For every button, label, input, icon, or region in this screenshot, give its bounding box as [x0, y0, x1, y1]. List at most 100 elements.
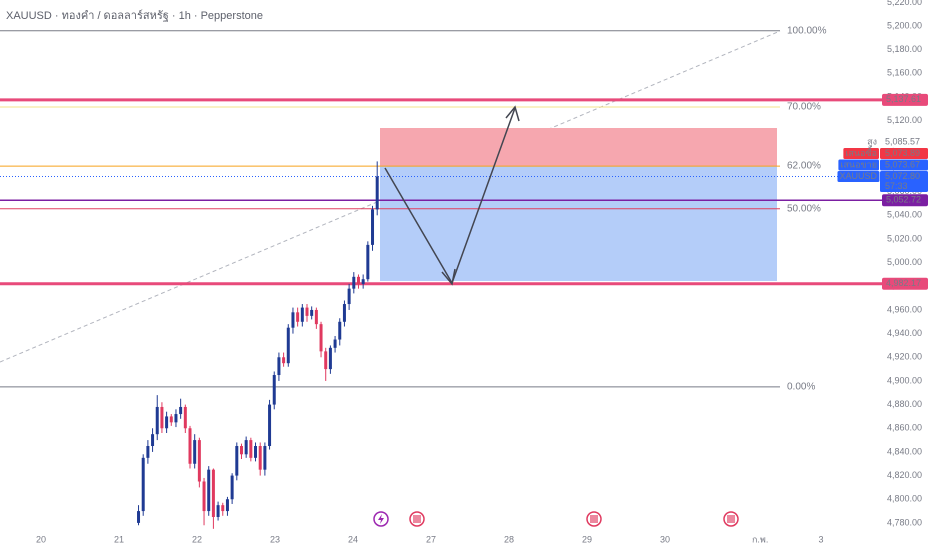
price-tag [882, 194, 928, 207]
y-tick-label: 4,820.00 [887, 470, 922, 480]
price-tag-label: 5,072.80 [885, 171, 920, 181]
price-tag [880, 171, 928, 193]
y-tick-label: 5,220.00 [887, 0, 922, 7]
candle-body [371, 209, 375, 245]
arrow-head [505, 105, 520, 122]
candle-body [263, 446, 267, 470]
x-tick-label: 23 [270, 534, 280, 544]
candle-body [221, 505, 225, 512]
candle-body [286, 327, 290, 364]
y-tick-label: 4,880.00 [887, 399, 922, 409]
candle-body [225, 499, 229, 512]
candle-body [202, 481, 206, 512]
candle-body [324, 351, 328, 370]
candle-body [207, 469, 211, 512]
y-tick-label: 4,860.00 [887, 423, 922, 433]
candle-body [356, 276, 360, 284]
candle-body [188, 428, 192, 464]
price-tag-label: 4,982.17 [886, 278, 921, 288]
fib-label: 70.00% [787, 102, 821, 113]
candle-body [179, 406, 183, 415]
candle-body [155, 406, 159, 435]
y-tick-label: 4,780.00 [887, 517, 922, 527]
fib-label: 50.00% [787, 203, 821, 214]
candle-body [230, 475, 234, 500]
x-tick-label: 29 [582, 534, 592, 544]
price-tag-label: 5,085.57 [885, 136, 920, 146]
arrow-head [441, 268, 456, 286]
candle-body [296, 312, 300, 322]
candle-body [319, 324, 323, 352]
candle-body [235, 446, 239, 476]
event-icon-bolt [378, 514, 384, 524]
flag [413, 515, 421, 523]
price-tag [880, 148, 928, 160]
price-tag-label: 5,052.72 [886, 195, 921, 205]
candle-body [352, 276, 356, 289]
price-tag-name: สูง [867, 136, 877, 147]
candle-body [305, 307, 309, 316]
x-tick-label: 28 [504, 534, 514, 544]
x-tick-label: 24 [348, 534, 358, 544]
price-tag-name: เสนอซื้อ [845, 146, 877, 158]
candle-body [272, 375, 276, 405]
price-tag-name-bg [843, 148, 879, 160]
candle-body [165, 416, 169, 429]
candle-body [137, 511, 141, 523]
y-tick-label: 4,840.00 [887, 446, 922, 456]
candle-body [314, 309, 318, 325]
price-tag-name: เสนอขาย [840, 159, 877, 169]
candle-body [277, 357, 281, 376]
x-tick-label: 3 [819, 534, 824, 544]
price-tag-label: 5,073.67 [885, 159, 920, 169]
candle-body [160, 406, 164, 429]
candle-body [258, 446, 262, 470]
candle-body [141, 457, 145, 512]
candle-body [249, 440, 253, 458]
countdown: 57:33 [885, 181, 908, 191]
x-tick-label: 27 [426, 534, 436, 544]
candle-body [216, 505, 220, 517]
candle-body [366, 244, 370, 280]
candle-body [239, 446, 243, 455]
candle-body [254, 446, 258, 458]
y-tick-label: 5,040.00 [887, 210, 922, 220]
candle-body [375, 176, 379, 210]
candle-body [174, 414, 178, 423]
price-tag-label: 5,073.89 [885, 148, 920, 158]
fib-label: 100.00% [787, 25, 827, 36]
candle-body [328, 347, 332, 370]
price-tag-name: XAUUSD [839, 171, 877, 181]
y-tick-label: 4,900.00 [887, 375, 922, 385]
candle-body [347, 288, 351, 305]
stop-zone [380, 128, 777, 166]
price-tag [880, 159, 928, 171]
event-flags[interactable] [409, 511, 739, 527]
chart-title: XAUUSD · ทองคำ / ดอลลาร์สหรัฐ · 1h · Pep… [6, 9, 263, 22]
x-tick-label: 20 [36, 534, 46, 544]
candle-body [310, 309, 314, 316]
x-tick-label: 22 [192, 534, 202, 544]
candle-body [183, 406, 187, 429]
flag [590, 515, 598, 523]
y-tick-label: 4,920.00 [887, 352, 922, 362]
y-tick-label: 5,000.00 [887, 257, 922, 267]
price-tag [880, 136, 928, 148]
y-tick-label: 4,960.00 [887, 304, 922, 314]
price-tag-name-bg [838, 159, 879, 171]
fib-label: 0.00% [787, 381, 815, 392]
price-tag [882, 93, 928, 106]
target-zone [380, 166, 777, 281]
candle-body [338, 321, 342, 340]
candle-body [211, 469, 215, 517]
candle-body [342, 304, 346, 322]
x-tick-label: 30 [660, 534, 670, 544]
flag [727, 515, 735, 523]
x-tick-label: 21 [114, 534, 124, 544]
candle-body [282, 357, 286, 364]
candle-body [151, 434, 155, 447]
candle-body [333, 339, 337, 348]
fib-label: 62.00% [787, 161, 821, 172]
candle-body [268, 404, 272, 447]
